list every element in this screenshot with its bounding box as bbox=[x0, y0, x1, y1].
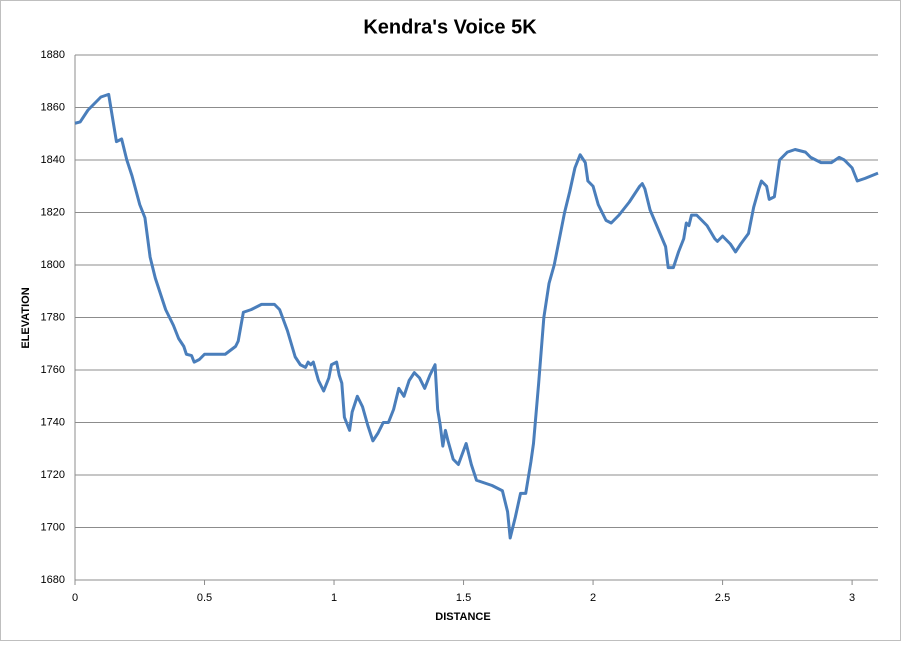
y-tick-label: 1680 bbox=[41, 574, 65, 586]
y-axis-label: ELEVATION bbox=[20, 287, 32, 348]
x-axis-label: DISTANCE bbox=[435, 611, 490, 623]
x-tick-label: 0.5 bbox=[197, 592, 212, 604]
chart-title: Kendra's Voice 5K bbox=[363, 16, 537, 38]
y-tick-label: 1840 bbox=[41, 154, 65, 166]
x-tick-label: 3 bbox=[849, 592, 855, 604]
line-series bbox=[74, 92, 879, 540]
x-tick-label: 1.5 bbox=[456, 592, 471, 604]
y-tick-label: 1880 bbox=[41, 49, 65, 61]
x-tick-label: 1 bbox=[331, 592, 337, 604]
y-tick-label: 1760 bbox=[41, 364, 65, 376]
y-tick-label: 1820 bbox=[41, 206, 65, 218]
y-tick-label: 1740 bbox=[41, 416, 65, 428]
y-tick-label: 1860 bbox=[41, 101, 65, 113]
x-tick-label: 2 bbox=[590, 592, 596, 604]
y-tick-label: 1780 bbox=[41, 311, 65, 323]
y-tick-label: 1800 bbox=[41, 259, 65, 271]
x-tick-label: 2.5 bbox=[715, 592, 730, 604]
y-tick-label: 1700 bbox=[41, 521, 65, 533]
y-tick-label: 1720 bbox=[41, 469, 65, 481]
x-tick-label: 0 bbox=[72, 592, 78, 604]
